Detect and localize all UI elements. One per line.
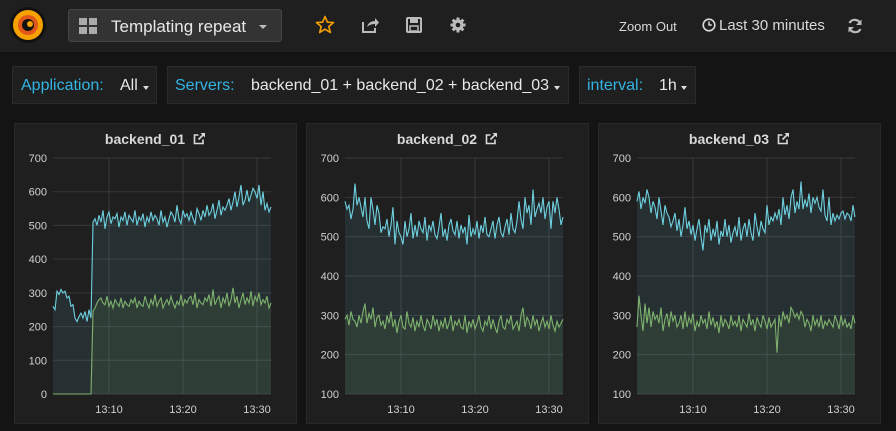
panel-title[interactable]: backend_03 bbox=[599, 131, 880, 148]
grafana-logo-icon[interactable] bbox=[9, 6, 47, 44]
x-tick-label: 13:10 bbox=[679, 404, 707, 416]
dashboard-picker-button[interactable]: Templating repeat bbox=[68, 9, 282, 42]
application-var-value[interactable]: All bbox=[120, 77, 138, 94]
series-area-fill bbox=[637, 295, 855, 394]
chevron-down-icon[interactable] bbox=[143, 86, 149, 90]
servers-var-label: Servers: bbox=[175, 77, 235, 94]
y-tick-label: 700 bbox=[613, 153, 631, 165]
external-link-icon[interactable] bbox=[777, 132, 790, 148]
time-range-picker[interactable]: Last 30 minutes bbox=[702, 17, 825, 34]
y-tick-label: 100 bbox=[613, 389, 631, 401]
interval-var-value[interactable]: 1h bbox=[659, 77, 677, 94]
chevron-down-icon[interactable] bbox=[554, 86, 560, 90]
servers-var-value[interactable]: backend_01 + backend_02 + backend_03 bbox=[251, 77, 550, 94]
graph-plot[interactable]: 0 100 200 300 400 500 600 700 13:10 13:20 13:30 bbox=[15, 124, 298, 425]
y-tick-label: 200 bbox=[613, 350, 631, 362]
y-tick-label: 400 bbox=[29, 254, 47, 266]
x-tick-label: 13:10 bbox=[95, 404, 123, 416]
x-tick-label: 13:20 bbox=[461, 404, 489, 416]
y-tick-label: 400 bbox=[321, 271, 339, 283]
dashboard-title: Templating repeat bbox=[111, 17, 247, 36]
y-tick-label: 700 bbox=[29, 153, 47, 165]
graph-panel-backend-03: backend_03 100 200 300 400 500 600 700 13:10 13:… bbox=[598, 123, 881, 424]
y-tick-label: 600 bbox=[321, 192, 339, 204]
series-area-fill bbox=[53, 185, 271, 394]
panel-title[interactable]: backend_02 bbox=[307, 131, 588, 148]
y-tick-label: 600 bbox=[613, 192, 631, 204]
y-tick-label: 700 bbox=[321, 153, 339, 165]
template-var-application: Application: All bbox=[12, 66, 157, 104]
top-navbar: Templating repeat Zoom Out Last 30 minut… bbox=[0, 0, 896, 53]
y-tick-label: 500 bbox=[29, 220, 47, 232]
series-line-1 bbox=[52, 184, 272, 323]
external-link-icon[interactable] bbox=[193, 132, 206, 148]
x-tick-label: 13:20 bbox=[169, 404, 197, 416]
graph-panel-backend-02: backend_02 100 200 300 400 500 600 700 13:10 13:… bbox=[306, 123, 589, 424]
y-tick-label: 500 bbox=[321, 232, 339, 244]
x-tick-label: 13:30 bbox=[535, 404, 563, 416]
series-area-fill bbox=[53, 287, 271, 394]
series-area-fill bbox=[345, 303, 563, 394]
chevron-down-icon[interactable] bbox=[681, 86, 687, 90]
y-tick-label: 200 bbox=[29, 322, 47, 334]
refresh-icon[interactable] bbox=[846, 17, 864, 35]
zoom-out-button[interactable]: Zoom Out bbox=[619, 19, 677, 34]
series-line-2 bbox=[636, 295, 856, 353]
y-tick-label: 600 bbox=[29, 187, 47, 199]
series-line-1 bbox=[636, 181, 856, 251]
y-tick-label: 300 bbox=[321, 310, 339, 322]
series-line-1 bbox=[344, 183, 564, 245]
panel-title-text: backend_02 bbox=[396, 131, 478, 147]
graph-plot[interactable]: 100 200 300 400 500 600 700 13:10 13:20 13:30 bbox=[599, 124, 882, 425]
interval-var-label: interval: bbox=[587, 77, 644, 94]
y-tick-label: 500 bbox=[613, 232, 631, 244]
y-tick-label: 300 bbox=[613, 310, 631, 322]
panel-title[interactable]: backend_01 bbox=[15, 131, 296, 148]
time-range-label: Last 30 minutes bbox=[719, 17, 825, 34]
clock-icon bbox=[702, 18, 716, 32]
x-tick-label: 13:10 bbox=[387, 404, 415, 416]
panel-title-text: backend_03 bbox=[688, 131, 770, 147]
x-tick-label: 13:30 bbox=[827, 404, 855, 416]
y-tick-label: 300 bbox=[29, 288, 47, 300]
template-var-interval: interval: 1h bbox=[579, 66, 696, 104]
y-tick-label: 0 bbox=[41, 389, 47, 401]
series-line-2 bbox=[53, 287, 272, 395]
x-tick-label: 13:30 bbox=[243, 404, 271, 416]
share-icon[interactable] bbox=[360, 15, 380, 35]
panel-title-text: backend_01 bbox=[104, 131, 186, 147]
y-tick-label: 100 bbox=[29, 355, 47, 367]
application-var-label: Application: bbox=[21, 77, 104, 94]
template-var-servers: Servers: backend_01 + backend_02 + backe… bbox=[167, 66, 569, 104]
chevron-down-icon bbox=[259, 25, 267, 29]
settings-gear-icon[interactable] bbox=[448, 15, 468, 35]
series-area-fill bbox=[345, 183, 563, 394]
y-tick-label: 400 bbox=[613, 271, 631, 283]
graph-plot[interactable]: 100 200 300 400 500 600 700 13:10 13:20 13:30 bbox=[307, 124, 590, 425]
graph-panel-backend-01: backend_01 0 100 200 300 400 500 600 700 13:10 13… bbox=[14, 123, 297, 424]
save-icon[interactable] bbox=[404, 15, 424, 35]
external-link-icon[interactable] bbox=[485, 132, 498, 148]
dashboard-grid-icon bbox=[79, 18, 97, 34]
star-icon[interactable] bbox=[315, 15, 335, 35]
y-tick-label: 100 bbox=[321, 389, 339, 401]
series-line-2 bbox=[344, 303, 564, 334]
x-tick-label: 13:20 bbox=[753, 404, 781, 416]
y-tick-label: 200 bbox=[321, 350, 339, 362]
